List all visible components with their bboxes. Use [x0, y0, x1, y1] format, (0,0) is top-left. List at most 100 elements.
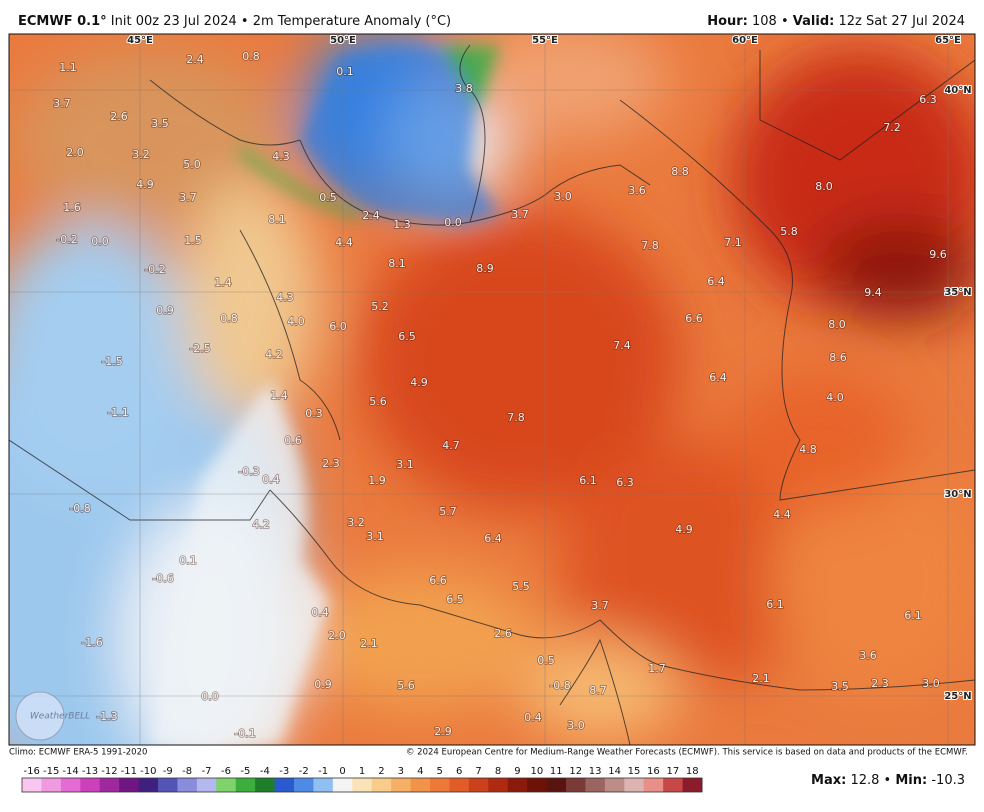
anomaly-label: 0.4 [311, 606, 329, 619]
anomaly-label: 2.0 [328, 629, 346, 642]
anomaly-label: 4.2 [265, 348, 283, 361]
anomaly-label: 3.1 [366, 530, 384, 543]
colorbar-swatch [274, 778, 295, 792]
anomaly-label: 8.9 [476, 262, 494, 275]
colorbar-tick-label: 2 [378, 766, 384, 777]
subtitle: Init 00z 23 Jul 2024 • 2m Temperature An… [111, 14, 451, 29]
anomaly-label: -0.2 [144, 263, 165, 276]
anomaly-label: 6.6 [429, 574, 447, 587]
graticule-labels: 45°E 50°E 55°E 60°E 65°E 40°N 35°N 30°N 25°N [126, 34, 973, 703]
header-title: ECMWF 0.1° Init 00z 23 Jul 2024 • 2m Tem… [18, 14, 451, 29]
anomaly-label: 8.1 [268, 213, 286, 226]
anomaly-label: 1.7 [648, 662, 666, 675]
anomaly-label: -0.8 [69, 502, 90, 515]
colorbar-swatch [138, 778, 159, 792]
anomaly-label: 3.7 [591, 599, 609, 612]
colorbar-tick-label: 4 [417, 766, 423, 777]
anomaly-label: 5.6 [397, 679, 415, 692]
anomaly-label: 4.8 [799, 443, 817, 456]
anomaly-label: 0.8 [242, 50, 260, 63]
colorbar-swatch [410, 778, 431, 792]
anomaly-label: 2.1 [752, 672, 770, 685]
colorbar-swatch [119, 778, 140, 792]
anomaly-label: 2.3 [871, 677, 889, 690]
anomaly-label: 3.5 [151, 117, 169, 130]
anomaly-label: 6.1 [579, 474, 597, 487]
colorbar-tick-label: -3 [279, 766, 289, 777]
colorbar-swatch [488, 778, 509, 792]
anomaly-label: 2.4 [362, 209, 380, 222]
anomaly-label: 3.7 [511, 208, 529, 221]
anomaly-label: 7.8 [641, 239, 659, 252]
anomaly-label: 6.1 [766, 598, 784, 611]
colorbar-tick-label: 6 [456, 766, 462, 777]
anomaly-label: 0.0 [91, 235, 109, 248]
colorbar-swatch [313, 778, 334, 792]
anomaly-label: 0.4 [524, 711, 542, 724]
anomaly-label: 1.9 [368, 474, 386, 487]
longitude-label: 55°E [532, 35, 558, 46]
anomaly-label: 0.0 [201, 690, 219, 703]
anomaly-label: 5.6 [369, 395, 387, 408]
anomaly-label: 6.3 [919, 93, 937, 106]
colorbar-swatch [449, 778, 470, 792]
colorbar-swatch [624, 778, 645, 792]
anomaly-label: 0.5 [537, 654, 555, 667]
colorbar-frame [21, 777, 703, 793]
anomaly-label: 3.6 [628, 184, 646, 197]
colorbar-tick-label: 1 [359, 766, 365, 777]
map-frame [8, 33, 976, 746]
anomaly-label: 3.2 [347, 516, 365, 529]
min-label: Min: [895, 773, 927, 788]
anomaly-label: 5.0 [183, 158, 201, 171]
colorbar-swatch [294, 778, 314, 792]
anomaly-label: 2.0 [66, 146, 84, 159]
anomaly-label: 3.0 [554, 190, 572, 203]
anomaly-label: 7.2 [883, 121, 901, 134]
colorbar-tick-label: -15 [43, 766, 59, 777]
colorbar-swatch [41, 778, 62, 792]
anomaly-label: 7.1 [724, 236, 742, 249]
anomaly-label: 0.3 [305, 407, 323, 420]
anomaly-label: 6.5 [446, 593, 464, 606]
longitude-label: 50°E [330, 35, 356, 46]
max-label: Max: [811, 773, 846, 788]
colorbar-tick-label: 5 [437, 766, 443, 777]
anomaly-label: -0.1 [234, 727, 255, 740]
colorbar-tick-label: -12 [101, 766, 117, 777]
colorbar-tick-label: 9 [514, 766, 520, 777]
anomaly-label: 0.8 [220, 312, 238, 325]
anomaly-label: 4.0 [826, 391, 844, 404]
colorbar-swatch [682, 778, 703, 792]
colorbar-tick-label: -13 [82, 766, 98, 777]
colorbar-tick-label: 8 [495, 766, 501, 777]
colorbar-tick-label: 11 [550, 766, 563, 777]
colorbar-tick-label: 15 [628, 766, 641, 777]
anomaly-labels: 0.8 2.4 0.1 1.1 3.7 2.6 3.5 3.8 6.3 7.2 2.0 3.2 5.0 4… [52, 49, 947, 741]
colorbar-swatch [527, 778, 548, 792]
longitude-label: 45°E [127, 35, 153, 46]
anomaly-label: 0.9 [156, 304, 174, 317]
anomaly-label: 4.7 [442, 439, 460, 452]
anomaly-label: 8.8 [671, 165, 689, 178]
colorbar-swatch [216, 778, 237, 792]
colorbar-tick-label: -7 [202, 766, 212, 777]
colorbar-tick-label: -1 [318, 766, 328, 777]
colorbar-tick-label: 7 [475, 766, 481, 777]
colorbar-swatch [585, 778, 606, 792]
latitude-label: 25°N [944, 691, 971, 702]
valid-label: Valid: [793, 14, 835, 29]
anomaly-label: 2.6 [494, 627, 512, 640]
anomaly-label: 5.8 [780, 225, 798, 238]
anomaly-label: 6.0 [329, 320, 347, 333]
colorbar-tick-label: -16 [24, 766, 40, 777]
colorbar-swatch [196, 778, 217, 792]
colorbar-tick-label: 14 [608, 766, 621, 777]
anomaly-label: 3.1 [396, 458, 414, 471]
anomaly-label: 4.4 [773, 508, 791, 521]
anomaly-label: -1.6 [81, 636, 102, 649]
anomaly-label: 7.8 [507, 411, 525, 424]
anomaly-label: 8.0 [828, 318, 846, 331]
colorbar-swatch [177, 778, 198, 792]
anomaly-label: 4.0 [287, 315, 305, 328]
